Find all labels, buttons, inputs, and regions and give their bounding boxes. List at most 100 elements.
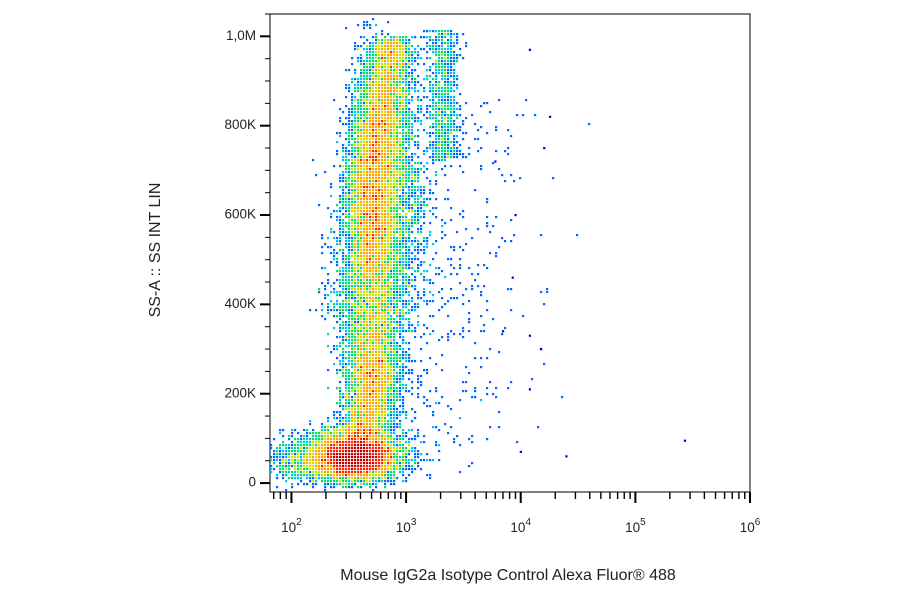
scatter-point [378,111,381,114]
scatter-point [372,264,375,267]
scatter-point [453,123,456,126]
scatter-point [372,261,375,264]
scatter-point [384,420,387,423]
scatter-point [375,231,378,234]
scatter-point [339,429,342,432]
scatter-point [375,198,378,201]
scatter-point [435,111,438,114]
scatter-point [384,441,387,444]
scatter-point [297,444,300,447]
scatter-point [405,357,408,360]
scatter-point [516,114,519,117]
scatter-point [390,45,393,48]
scatter-point [414,90,417,93]
scatter-point [378,39,381,42]
scatter-point [369,444,372,447]
scatter-point [327,246,330,249]
scatter-point [342,309,345,312]
scatter-point [366,72,369,75]
scatter-point [351,414,354,417]
scatter-point [330,456,333,459]
scatter-point [366,330,369,333]
scatter-point [390,324,393,327]
scatter-point [360,477,363,480]
scatter-point [510,240,513,243]
scatter-point [339,174,342,177]
scatter-point [369,189,372,192]
scatter-point [402,408,405,411]
scatter-point [336,471,339,474]
scatter-point [402,108,405,111]
scatter-point [435,402,438,405]
scatter-point [474,138,477,141]
scatter-point [339,345,342,348]
scatter-point [387,177,390,180]
scatter-point [408,360,411,363]
scatter-point [366,252,369,255]
scatter-point [399,69,402,72]
scatter-point [357,225,360,228]
scatter-point [405,87,408,90]
scatter-point [378,237,381,240]
scatter-point [339,423,342,426]
scatter-point [450,90,453,93]
scatter-point [438,114,441,117]
scatter-point [357,282,360,285]
scatter-point [462,120,465,123]
scatter-point [366,480,369,483]
scatter-point [429,390,432,393]
scatter-point [381,159,384,162]
scatter-point [342,282,345,285]
scatter-point [285,450,288,453]
scatter-point [375,216,378,219]
scatter-point [396,396,399,399]
scatter-point [399,75,402,78]
scatter-point [369,267,372,270]
scatter-point [438,45,441,48]
scatter-point [276,450,279,453]
scatter-point [411,69,414,72]
scatter-point [483,324,486,327]
scatter-point [414,57,417,60]
scatter-point [381,396,384,399]
scatter-point [417,171,420,174]
scatter-point [411,126,414,129]
scatter-point [345,309,348,312]
scatter-point [450,141,453,144]
scatter-point [438,111,441,114]
scatter-point [384,252,387,255]
scatter-point [393,456,396,459]
scatter-point [351,375,354,378]
scatter-point [351,246,354,249]
scatter-point [369,72,372,75]
scatter-point [450,105,453,108]
scatter-point [324,468,327,471]
scatter-point [303,462,306,465]
scatter-point [378,90,381,93]
scatter-point [456,33,459,36]
scatter-point [285,462,288,465]
scatter-point [369,336,372,339]
scatter-point [351,477,354,480]
scatter-point [345,477,348,480]
scatter-point [351,396,354,399]
scatter-point [351,486,354,489]
scatter-point [279,462,282,465]
scatter-point [309,438,312,441]
scatter-point [303,447,306,450]
scatter-point [372,243,375,246]
scatter-point [450,426,453,429]
scatter-point [318,456,321,459]
scatter-point [282,453,285,456]
scatter-point [399,57,402,60]
scatter-point [354,420,357,423]
scatter-point [327,483,330,486]
scatter-point [390,246,393,249]
scatter-point [333,483,336,486]
scatter-point [378,465,381,468]
scatter-point [408,441,411,444]
scatter-point [372,417,375,420]
scatter-point [492,393,495,396]
scatter-point [381,411,384,414]
scatter-point [405,213,408,216]
